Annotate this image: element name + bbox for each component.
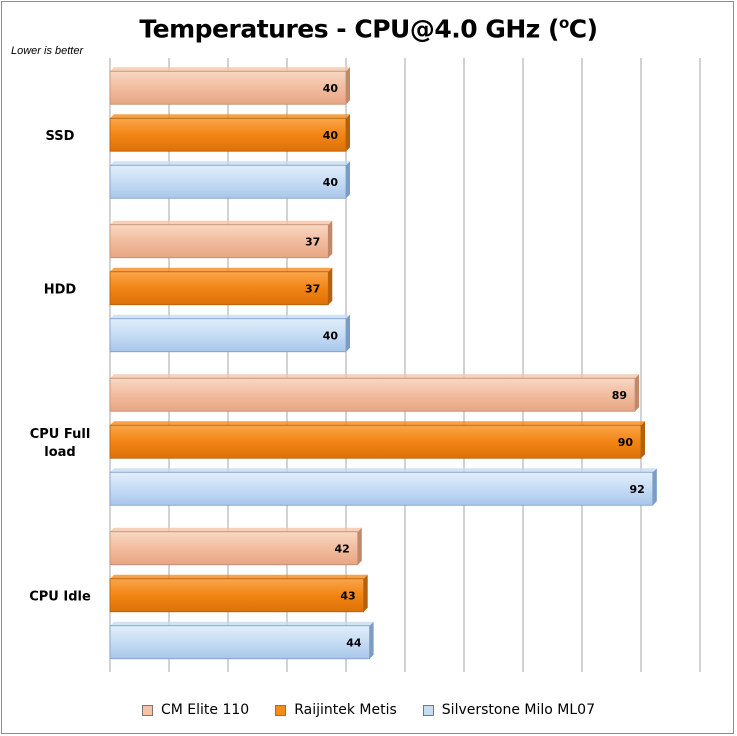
bar bbox=[109, 377, 636, 412]
bar-side bbox=[346, 114, 350, 152]
legend-label: Silverstone Milo ML07 bbox=[441, 702, 595, 718]
data-label: 90 bbox=[618, 436, 634, 449]
bar bbox=[109, 625, 371, 660]
data-label: 37 bbox=[305, 282, 320, 295]
bars: 40 40 40 37 37 40 89 90 92 42 43 44 bbox=[109, 67, 657, 660]
bar bbox=[109, 164, 347, 199]
legend-item: CM Elite 110 bbox=[142, 702, 249, 718]
bar bbox=[109, 117, 347, 152]
data-label: 89 bbox=[612, 389, 627, 402]
bar bbox=[109, 578, 365, 613]
bar-top bbox=[110, 114, 350, 119]
bar bbox=[109, 531, 359, 566]
bar-side bbox=[369, 621, 374, 659]
data-label: 43 bbox=[340, 589, 355, 602]
legend-swatch-raijintek-metis bbox=[275, 704, 287, 716]
category-label: CPU Idle bbox=[29, 589, 91, 604]
data-label: 40 bbox=[323, 82, 339, 95]
legend-item: Raijintek Metis bbox=[275, 702, 397, 718]
bar-side bbox=[328, 220, 333, 258]
bar-side bbox=[346, 314, 350, 352]
bar-top bbox=[110, 468, 657, 473]
legend-item: Silverstone Milo ML07 bbox=[422, 702, 595, 718]
category-label: CPU Full load bbox=[30, 427, 91, 460]
category-label: HDD bbox=[44, 282, 77, 297]
bar-top bbox=[110, 67, 350, 72]
bar-top bbox=[110, 314, 350, 319]
chart-note: Lower is better bbox=[11, 45, 84, 57]
category-label: SSD bbox=[46, 129, 75, 144]
data-label: 44 bbox=[346, 636, 362, 649]
bar bbox=[109, 424, 642, 459]
data-label: 40 bbox=[323, 329, 339, 342]
bar bbox=[109, 271, 329, 306]
bar-side bbox=[363, 574, 368, 612]
bar-top bbox=[110, 374, 640, 379]
legend-label: CM Elite 110 bbox=[161, 702, 250, 718]
gridlines bbox=[109, 58, 701, 672]
bar-side bbox=[346, 67, 350, 105]
legend-swatch-silverstone-milo-ml07 bbox=[422, 704, 434, 716]
bar-side bbox=[328, 267, 333, 305]
legend-label: Raijintek Metis bbox=[294, 702, 397, 718]
data-label: 40 bbox=[323, 176, 339, 189]
bar bbox=[109, 318, 347, 353]
data-label: 42 bbox=[334, 542, 349, 555]
data-label: 37 bbox=[305, 235, 320, 248]
bar-top bbox=[110, 527, 362, 532]
bar-top bbox=[110, 220, 333, 225]
bar-top bbox=[110, 621, 374, 626]
bar-side bbox=[357, 527, 362, 565]
data-label: 40 bbox=[323, 129, 339, 142]
bar-side bbox=[641, 421, 645, 459]
data-label: 92 bbox=[629, 483, 644, 496]
bar bbox=[109, 224, 329, 259]
bar bbox=[109, 70, 347, 105]
bar-side bbox=[635, 374, 640, 412]
legend-swatch-cm-elite-110 bbox=[142, 704, 153, 716]
bar-side bbox=[652, 468, 657, 506]
chart-title: Temperatures - CPU@4.0 GHz (oC) bbox=[139, 14, 598, 44]
bar-chart: 40 40 40 37 37 40 89 90 92 42 43 44 SSD HDD CPU Full l… bbox=[29, 58, 701, 672]
bar bbox=[109, 471, 654, 506]
bar-top bbox=[110, 267, 333, 272]
bar-top bbox=[110, 421, 645, 426]
bar-side bbox=[346, 161, 350, 199]
bar-top bbox=[110, 574, 368, 579]
bar-top bbox=[110, 161, 350, 166]
legend: CM Elite 110 Raijintek Metis Silverstone… bbox=[0, 702, 737, 718]
category-labels: SSD HDD CPU Full load CPU Idle bbox=[29, 129, 91, 605]
